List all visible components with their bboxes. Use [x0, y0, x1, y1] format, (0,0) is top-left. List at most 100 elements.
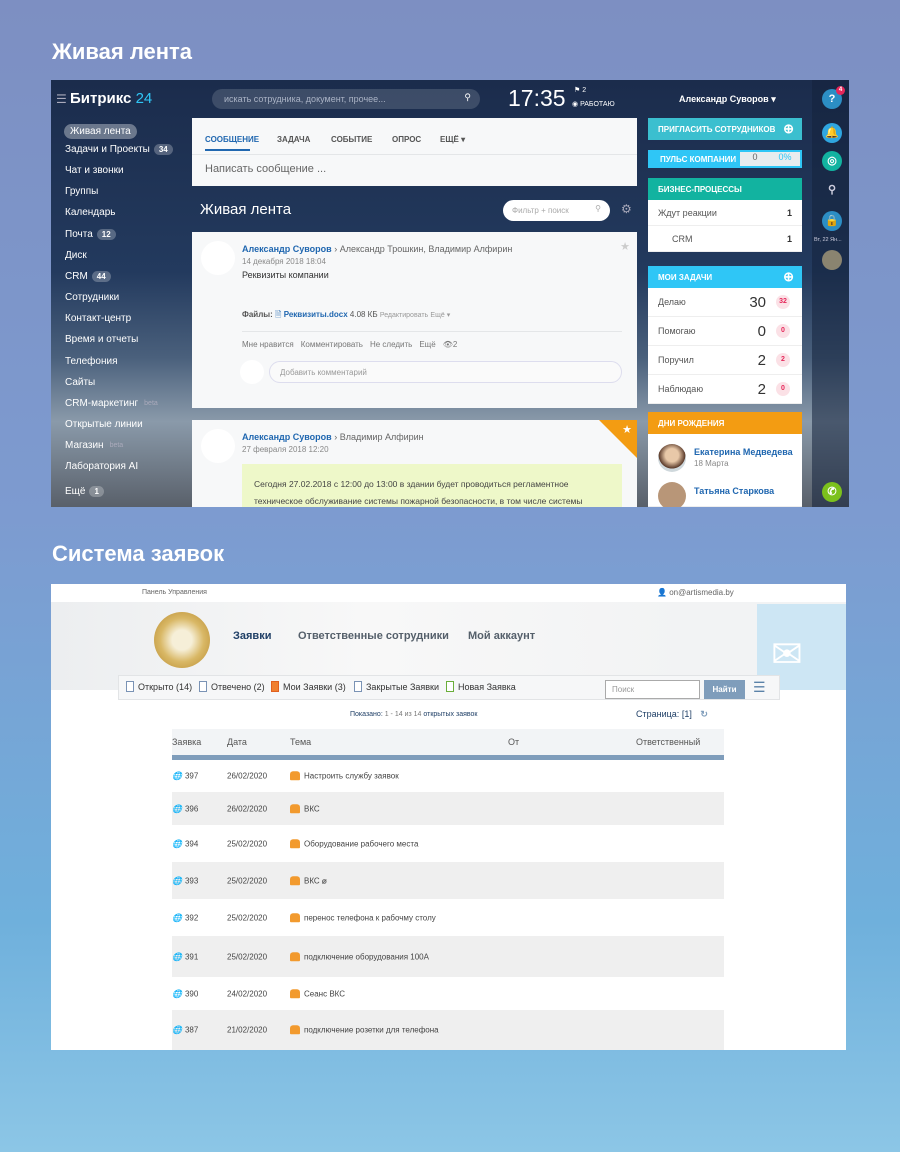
nav-staff[interactable]: Ответственные сотрудники — [298, 630, 449, 642]
column-header[interactable]: Дата — [227, 737, 247, 747]
search-input[interactable]: Поиск — [605, 680, 700, 699]
sidebar-item[interactable]: Сайты — [65, 377, 96, 388]
menu-icon[interactable]: ☰ — [56, 92, 67, 106]
column-header[interactable]: Тема — [290, 737, 312, 747]
post-action[interactable]: Комментировать — [300, 340, 363, 349]
sidebar-item[interactable]: Группы — [65, 186, 99, 197]
ticket-subject: подключение розетки для телефона — [290, 1025, 439, 1035]
tasks-header[interactable]: МОИ ЗАДАЧИ ⊕ — [648, 266, 802, 288]
composer-tab[interactable]: ЕЩЁ ▾ — [440, 135, 466, 144]
sidebar-item[interactable]: Сотрудники — [65, 292, 120, 303]
bp-row[interactable]: CRM 1 — [648, 226, 802, 252]
bp-row[interactable]: Ждут реакции 1 — [648, 200, 802, 226]
task-row[interactable]: Поручил 2 2 — [648, 346, 802, 375]
author-link[interactable]: Александр Суворов — [242, 244, 332, 254]
filter-search-input[interactable]: Фильтр + поиск ⚲ — [503, 200, 610, 221]
column-header[interactable]: Заявка — [172, 737, 202, 747]
table-row[interactable]: 🌐 387 21/02/2020 подключение розетки для … — [172, 1010, 724, 1050]
bell-icon[interactable]: 🔔 — [822, 123, 842, 143]
phone-icon[interactable]: ✆ — [822, 482, 842, 502]
settings-sliders-icon[interactable]: ☰ — [753, 679, 766, 695]
task-row[interactable]: Помогаю 0 0 — [648, 317, 802, 346]
refresh-icon[interactable]: ↻ — [700, 709, 708, 719]
star-icon[interactable]: ★ — [622, 424, 632, 436]
comment-input[interactable]: Добавить комментарий — [269, 361, 622, 383]
table-row[interactable]: 🌐 397 26/02/2020 Настроить службу заявок — [172, 760, 724, 792]
post-action[interactable]: Мне нравится — [242, 340, 294, 349]
sidebar-item[interactable]: CRM 44 — [65, 271, 111, 282]
filter-open[interactable]: Открыто (14) — [126, 681, 192, 692]
sidebar-item[interactable]: Календарь — [65, 207, 116, 218]
sidebar-item[interactable]: Ещё 1 — [65, 486, 104, 497]
new-ticket[interactable]: Новая Заявка — [446, 681, 516, 692]
sidebar-item[interactable]: Чат и звонки — [65, 165, 124, 176]
filter-answered[interactable]: Отвечено (2) — [199, 681, 265, 692]
author-link[interactable]: Александр Суворов — [242, 432, 332, 442]
sidebar-item[interactable]: Открытые линии — [65, 419, 143, 430]
chat-icon[interactable]: ◎ — [822, 151, 842, 171]
message-input[interactable]: Написать сообщение ... — [205, 163, 327, 175]
ticket-subject: Оборудование рабочего места — [290, 839, 418, 849]
table-row[interactable]: 🌐 391 25/02/2020 подключение оборудования… — [172, 936, 724, 977]
file-more[interactable]: Ещё ▾ — [430, 312, 451, 319]
task-row[interactable]: Делаю 30 32 — [648, 288, 802, 317]
table-row[interactable]: 🌐 394 25/02/2020 Оборудование рабочего ме… — [172, 825, 724, 862]
task-row[interactable]: Наблюдаю 2 0 — [648, 375, 802, 404]
user-menu[interactable]: Александр Суворов ▾ — [679, 94, 776, 104]
sidebar-item[interactable]: Лаборатория AI — [65, 461, 139, 472]
user-avatar[interactable] — [822, 250, 842, 270]
birthday-name[interactable]: Екатерина Медведева — [694, 447, 793, 457]
table-row[interactable]: 🌐 393 25/02/2020 ВКС ⌀ — [172, 862, 724, 899]
user-ticket-icon — [290, 839, 300, 849]
lock-icon[interactable]: 🔒 — [822, 211, 842, 231]
composer-tab[interactable]: ОПРОС — [392, 135, 422, 144]
table-row[interactable]: 🌐 392 25/02/2020 перенос телефона к рабоч… — [172, 899, 724, 936]
plus-icon[interactable]: ⊕ — [783, 269, 794, 284]
search-icon[interactable]: ⚲ — [827, 184, 837, 196]
work-status[interactable]: ◉ РАБОТАЮ — [572, 101, 615, 108]
search-input[interactable]: искать сотрудника, документ, прочее... ⚲ — [212, 89, 480, 109]
sidebar-item[interactable]: Магазин beta — [65, 440, 124, 451]
invite-button[interactable]: ПРИГЛАСИТЬ СОТРУДНИКОВ ⊕ — [648, 118, 802, 140]
nav-account[interactable]: Мой аккаунт — [468, 630, 536, 642]
table-row[interactable]: 🌐 390 24/02/2020 Сеанс ВКС — [172, 977, 724, 1010]
sidebar-item[interactable]: Живая лента — [64, 124, 137, 139]
open-tickets-link[interactable]: открытых заявок — [423, 711, 478, 718]
file-link[interactable]: Реквизиты.docx — [283, 310, 348, 319]
birthdays-list: Екатерина Медведева 18 Марта Татьяна Ста… — [648, 434, 802, 507]
post-action[interactable]: Ещё — [419, 340, 436, 349]
sidebar-item[interactable]: Контакт-центр — [65, 313, 132, 324]
table-row[interactable]: 🌐 396 26/02/2020 ВКС — [172, 792, 724, 825]
filter-closed[interactable]: Закрытые Заявки — [354, 681, 439, 692]
globe-icon: 🌐 — [172, 913, 182, 922]
sidebar-item[interactable]: Время и отчеты — [65, 334, 139, 345]
composer-tab[interactable]: ЗАДАЧА — [277, 135, 311, 144]
star-icon[interactable]: ★ — [620, 241, 630, 253]
gear-icon[interactable]: ⚙ — [621, 202, 632, 216]
user-ticket-icon — [290, 876, 300, 886]
sidebar-item[interactable]: Диск — [65, 250, 87, 261]
nav-tickets[interactable]: Заявки — [233, 630, 272, 642]
help-icon[interactable]: ? 4 — [822, 86, 845, 109]
flag-count[interactable]: ⚑ 2 — [574, 87, 587, 94]
sidebar-item[interactable]: Задачи и Проекты 34 — [65, 144, 173, 155]
sidebar-item[interactable]: Телефония — [65, 356, 118, 367]
logo[interactable]: Битрикс 24 — [70, 90, 153, 107]
user-email[interactable]: 👤 on@artismedia.by — [657, 588, 734, 597]
edit-link[interactable]: Редактировать — [379, 312, 429, 319]
globe-icon: 🌐 — [172, 804, 182, 813]
recipients: Владимир Алфирин — [339, 432, 424, 442]
post-action[interactable]: Не следить — [369, 340, 413, 349]
composer-tab[interactable]: СООБЩЕНИЕ — [205, 135, 260, 144]
column-header[interactable]: От — [508, 737, 520, 747]
composer-tab[interactable]: СОБЫТИЕ — [331, 135, 373, 144]
search-button[interactable]: Найти — [704, 680, 745, 699]
column-header[interactable]: Ответственный — [636, 737, 701, 747]
control-panel-link[interactable]: Панель Управления — [142, 589, 207, 596]
birthday-name[interactable]: Татьяна Старкова — [694, 486, 775, 496]
filter-mine[interactable]: Мои Заявки (3) — [271, 681, 346, 692]
company-pulse[interactable]: ПУЛЬС КОМПАНИИ 0 0% — [648, 150, 802, 168]
sidebar-item[interactable]: CRM-маркетинг beta — [65, 398, 158, 409]
page-link[interactable]: [1] — [681, 709, 692, 719]
sidebar-item[interactable]: Почта 12 — [65, 229, 116, 240]
